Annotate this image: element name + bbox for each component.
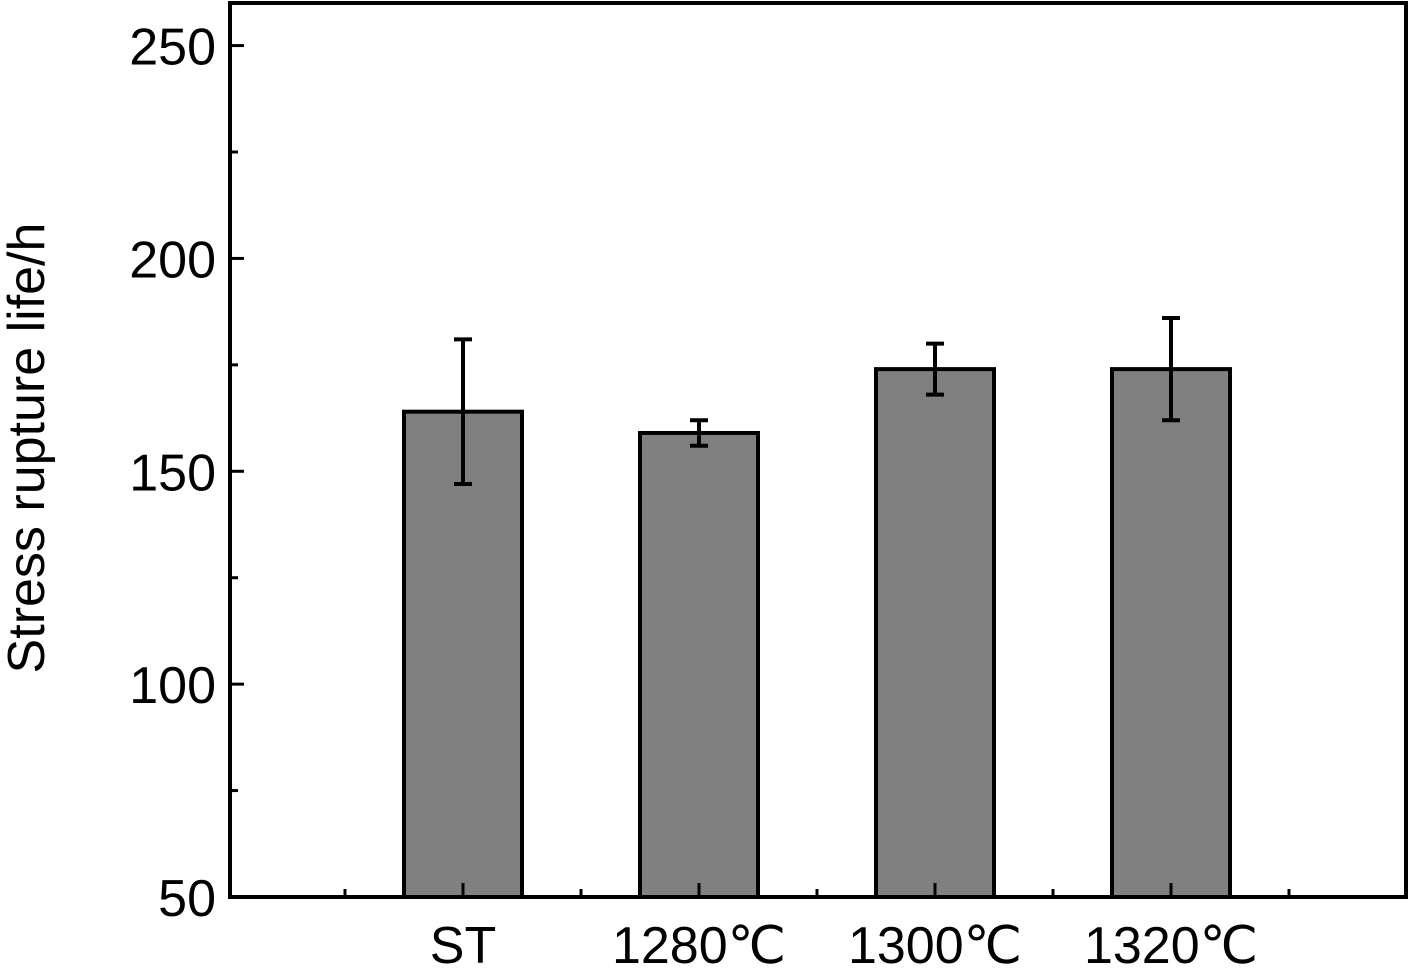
y-axis-title: Stress rupture life/h [0,223,56,674]
bars-layer [402,367,1232,900]
x-tick-label-0: ST [430,917,496,969]
axes-layer [228,1,1408,899]
x-tick-label-3: 1320℃ [1084,917,1258,969]
y-tick-label-3: 200 [129,231,216,289]
x-tick-label-1: 1280℃ [612,917,786,969]
error-bars-layer [454,316,1180,487]
bar-2 [874,367,996,900]
bar-3 [1110,367,1232,900]
bar-1 [638,430,760,899]
y-tick-label-2: 150 [129,444,216,502]
y-tick-label-4: 250 [129,19,216,77]
x-tick-label-2: 1300℃ [848,917,1022,969]
y-tick-label-1: 100 [129,657,216,715]
labels-layer: 50 100 150 200 250 ST 1280℃ 1300℃ 1320℃ [129,19,1258,969]
bar-0 [402,409,524,899]
y-tick-label-0: 50 [158,870,216,928]
